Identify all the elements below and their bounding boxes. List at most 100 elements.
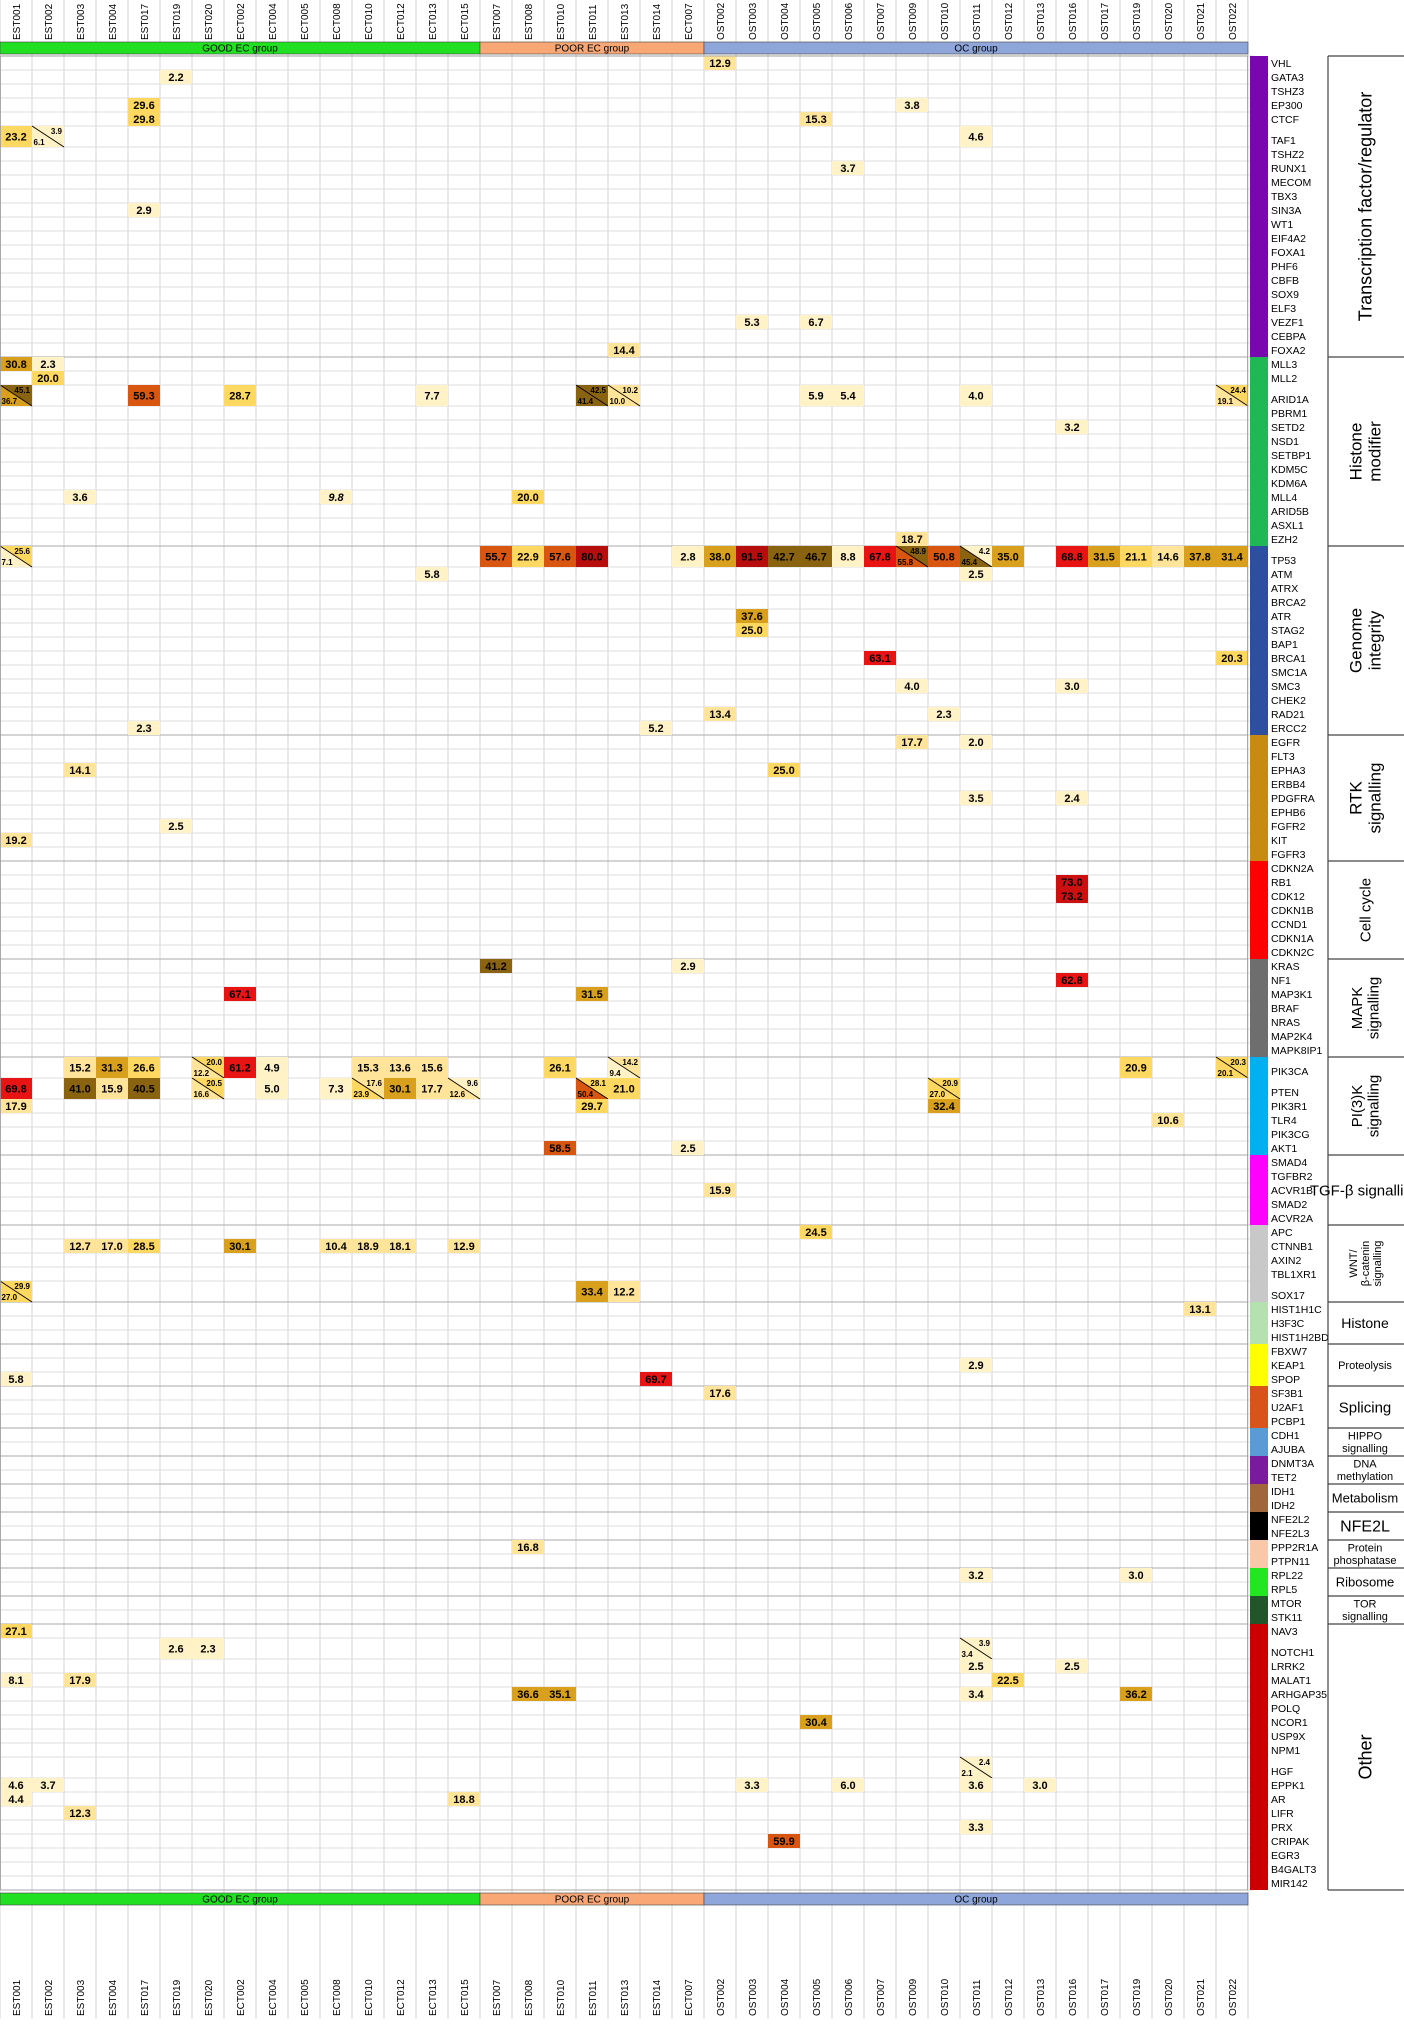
category-label-line: Genome — [1347, 608, 1366, 673]
gene-label: BAP1 — [1271, 639, 1298, 651]
gene-label: KRAS — [1271, 961, 1300, 973]
sample-header-bottom: ECT007 — [684, 1979, 695, 2016]
mutation-cell-value: 2.3 — [936, 709, 951, 721]
gene-label: BRAF — [1271, 1003, 1299, 1015]
mutation-cell-value: 31.5 — [1093, 552, 1114, 564]
sample-header-bottom: ECT004 — [268, 1979, 279, 2016]
category-label: Histonemodifier — [1347, 421, 1385, 482]
mutation-cell-value: 22.5 — [997, 1675, 1018, 1687]
category-label: NFE2L — [1340, 1519, 1390, 1536]
gene-label: BRCA2 — [1271, 597, 1306, 609]
sample-header-top: OST022 — [1228, 2, 1239, 40]
mutation-cell — [1184, 546, 1216, 567]
mutation-cell — [992, 1673, 1024, 1687]
gene-label: CDKN1B — [1271, 905, 1314, 917]
sample-header-bottom: EST002 — [44, 1979, 55, 2016]
gene-label: LIFR — [1271, 1808, 1294, 1820]
mutation-cell-value: 19.2 — [5, 835, 26, 847]
split-cell-diagonal — [351, 1077, 385, 1100]
gene-label: MALAT1 — [1271, 1675, 1311, 1687]
mutation-cell-value: 5.8 — [8, 1374, 23, 1386]
mutation-cell — [608, 1281, 640, 1302]
gene-label: WT1 — [1271, 219, 1293, 231]
mutation-cell — [992, 546, 1024, 567]
sample-header-bottom: EST017 — [140, 1979, 151, 2016]
sample-header-bottom: OST005 — [812, 1978, 823, 2016]
sample-header-bottom: OST004 — [780, 1978, 791, 2016]
mutation-cell-value: 20.0 — [37, 373, 58, 385]
mutation-cell — [1120, 1057, 1152, 1078]
gene-label: CDKN2C — [1271, 947, 1315, 959]
gene-label: NOTCH1 — [1271, 1647, 1314, 1659]
gene-label: FOXA1 — [1271, 247, 1306, 259]
gene-label: RPL5 — [1271, 1584, 1297, 1596]
mutation-cell-value: 20.0 — [517, 492, 538, 504]
mutation-cell — [736, 1778, 768, 1792]
category-label: Histone — [1341, 1315, 1389, 1331]
mutation-cell-value: 12.7 — [69, 1241, 90, 1253]
group-label-top: OC group — [954, 44, 998, 55]
mutation-cell — [320, 1078, 352, 1099]
mutation-cell — [864, 546, 896, 567]
sample-header-bottom: ECT002 — [236, 1979, 247, 2016]
gene-label: B4GALT3 — [1271, 1864, 1316, 1876]
mutation-cell-value: 17.6 — [709, 1388, 730, 1400]
gene-label: KIT — [1271, 835, 1288, 847]
sample-header-bottom: OST021 — [1196, 1978, 1207, 2016]
mutation-cell — [960, 1687, 992, 1701]
gene-label: RPL22 — [1271, 1570, 1303, 1582]
mutation-cell — [0, 1078, 32, 1099]
split-cell-diagonal — [0, 1280, 33, 1303]
mutation-cell — [0, 1778, 32, 1792]
mutation-cell-value: 14.4 — [613, 345, 635, 357]
mutation-cell-value: 18.7 — [901, 534, 922, 546]
category-label-line: Cell cycle — [1357, 878, 1374, 942]
split-cell-diagonal — [575, 1077, 609, 1100]
split-cell-diagonal — [191, 1077, 225, 1100]
mutation-cell-value: 12.3 — [69, 1808, 90, 1820]
gene-label: FLT3 — [1271, 751, 1295, 763]
sample-header-top: OST020 — [1164, 2, 1175, 40]
mutation-cell — [800, 385, 832, 406]
sample-header-top: OST005 — [812, 2, 823, 40]
mutation-cell — [1152, 546, 1184, 567]
sample-header-top: ECT005 — [300, 3, 311, 40]
mutation-cell — [1024, 1778, 1056, 1792]
category-label-line: integrity — [1365, 610, 1384, 670]
mutation-cell-value: 29.8 — [133, 114, 154, 126]
mutation-cell — [256, 1057, 288, 1078]
sample-header-bottom: ECT008 — [332, 1979, 343, 2016]
mutation-cell — [32, 371, 64, 385]
mutation-cell — [768, 763, 800, 777]
mutation-cell-value: 2.2 — [168, 72, 183, 84]
mutation-cell-value: 18.9 — [357, 1241, 378, 1253]
mutation-cell — [960, 1659, 992, 1673]
gene-label: CDKN1A — [1271, 933, 1314, 945]
mutation-cell — [128, 721, 160, 735]
sample-header-top: EST004 — [108, 3, 119, 40]
split-cell-value-lower: 41.4 — [578, 397, 594, 406]
mutation-cell — [896, 679, 928, 693]
gene-label: EPHA3 — [1271, 765, 1306, 777]
split-cell-diagonal — [607, 384, 641, 407]
mutation-cell — [64, 1239, 96, 1253]
category-label-line: Proteolysis — [1338, 1360, 1392, 1372]
mutation-cell-value: 2.3 — [136, 723, 151, 735]
mutation-cell — [480, 546, 512, 567]
group-label-bottom: OC group — [954, 1895, 998, 1906]
mutation-cell-value: 5.8 — [424, 569, 439, 581]
category-label: Splicing — [1339, 1399, 1392, 1416]
split-cell-value-lower: 12.2 — [194, 1069, 210, 1078]
category-color-strip — [1250, 56, 1268, 357]
mutation-cell — [0, 1372, 32, 1386]
mutation-cell — [832, 546, 864, 567]
gene-label: ASXL1 — [1271, 520, 1304, 532]
gene-label: ERCC2 — [1271, 723, 1307, 735]
category-label: Other — [1355, 1734, 1375, 1779]
group-label-bottom: GOOD EC group — [202, 1895, 278, 1906]
gene-label: AR — [1271, 1794, 1286, 1806]
split-cell-value-lower: 6.1 — [34, 138, 46, 147]
category-color-strip — [1250, 1057, 1268, 1155]
mutation-cell — [352, 1239, 384, 1253]
mutation-cell-value: 67.8 — [869, 552, 890, 564]
